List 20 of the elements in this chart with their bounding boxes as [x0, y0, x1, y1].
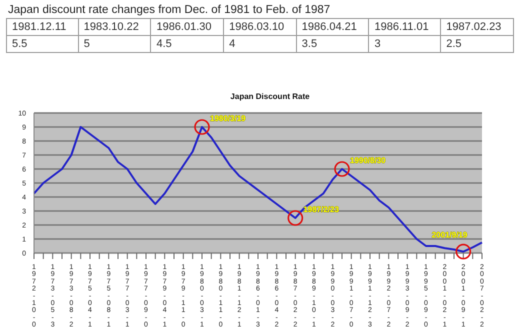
category-label: 1986.11.01 — [368, 18, 441, 36]
annotation: 1987/2/23 — [303, 205, 340, 214]
text: Japan discount rate changes from Dec. of 1981 to Feb. of 1987 — [8, 4, 332, 16]
annotation: 1980/3/19 — [210, 114, 246, 123]
category-label: 1986.04.21 — [296, 18, 369, 36]
data-label: 3 — [368, 36, 441, 52]
chart-title: Japan Discount Rate — [229, 92, 311, 101]
data-label: 2.5 — [440, 36, 514, 52]
annotation: 1990/8/30 — [350, 156, 386, 165]
category-label: 1981.12.11 — [6, 18, 78, 36]
category-label: 1986.03.10 — [224, 18, 296, 36]
category-label: 1987.02.23 — [440, 18, 514, 36]
data-label: 4.5 — [150, 36, 224, 52]
category-label: 1986.01.30 — [150, 18, 224, 36]
data-label: 4 — [224, 36, 296, 52]
annotation: 2001/9/19 — [432, 230, 468, 240]
data-label: 5 — [78, 36, 151, 52]
data-label: 3.5 — [296, 36, 369, 52]
data-label: 5.5 — [6, 36, 78, 52]
category-label: 1983.10.22 — [78, 18, 151, 36]
